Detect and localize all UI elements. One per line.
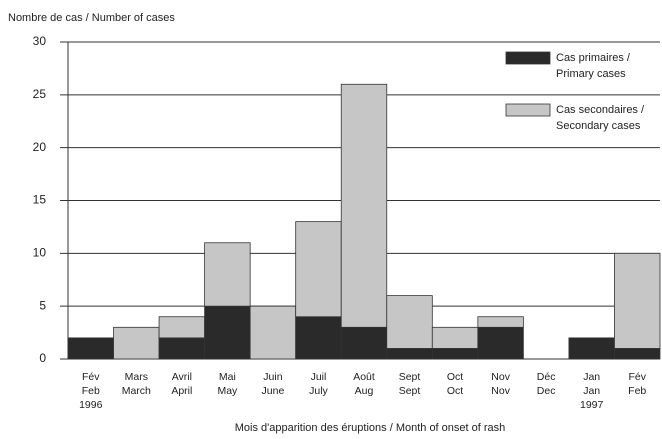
x-tick-label: Mars: [125, 371, 148, 383]
legend-label: Secondary cases: [556, 120, 641, 132]
bar-segment: [614, 252, 661, 349]
x-tick-label: Aug: [355, 385, 374, 397]
y-tick-label: 5: [39, 298, 46, 312]
legend-label: Cas secondaires /: [556, 104, 645, 116]
bar-segment: [113, 326, 160, 360]
bar-segment: [386, 348, 433, 360]
bar-segment: [249, 305, 297, 360]
x-tick-label: Fév: [82, 371, 100, 383]
x-tick-label: Août: [353, 371, 375, 383]
x-tick-label: Oct: [447, 371, 463, 383]
y-tick-label: 0: [39, 351, 46, 365]
y-tick-label: 30: [33, 34, 47, 48]
bar-segment: [67, 337, 114, 360]
x-tick-label: May: [217, 385, 238, 397]
x-tick-label: Feb: [628, 385, 646, 397]
x-tick-label: Nov: [491, 371, 510, 383]
x-tick-label: Feb: [82, 385, 100, 397]
x-tick-label: Jan: [583, 371, 600, 383]
x-tick-label: Sept: [399, 371, 421, 383]
x-tick-label: July: [309, 385, 328, 397]
x-tick-label: June: [262, 385, 285, 397]
y-tick-label: 20: [33, 140, 47, 154]
bar-segment: [295, 221, 342, 318]
x-tick-label: March: [122, 385, 151, 397]
bar-segment: [477, 316, 524, 328]
x-tick-label: 1996: [79, 399, 103, 411]
bar-segment: [431, 348, 479, 360]
x-tick-label: Juin: [263, 371, 282, 383]
bar-segment: [204, 242, 251, 307]
x-tick-label: Nov: [491, 385, 510, 397]
x-tick-label: Dec: [537, 385, 556, 397]
x-tick-label: Fév: [628, 371, 646, 383]
bar-segment: [158, 337, 206, 360]
y-tick-label: 15: [33, 193, 47, 207]
bar-segment: [386, 295, 433, 349]
legend-swatch: [505, 51, 551, 65]
x-axis-label: Mois d'apparition des éruptions / Month …: [235, 422, 506, 434]
x-tick-label: April: [171, 385, 192, 397]
bar-segment: [204, 305, 251, 360]
bar-segment: [477, 326, 524, 360]
x-tick-label: Déc: [537, 371, 556, 383]
x-tick-label: Avril: [172, 371, 192, 383]
legend-swatch: [505, 103, 551, 117]
bar-segment: [340, 326, 388, 360]
bar-segment: [340, 83, 388, 328]
bar-segment: [614, 348, 661, 360]
x-tick-label: Juil: [311, 371, 327, 383]
y-tick-label: 25: [33, 87, 47, 101]
legend-label: Primary cases: [556, 68, 626, 80]
x-tick-label: Sept: [399, 385, 421, 397]
x-tick-label: Mai: [219, 371, 236, 383]
bar-segment: [568, 337, 615, 360]
bar-segment: [158, 316, 206, 339]
x-tick-label: Oct: [447, 385, 463, 397]
chart-title: Nombre de cas / Number of cases: [8, 12, 175, 24]
bar-segment: [295, 316, 342, 360]
x-tick-label: 1997: [580, 399, 604, 411]
bar-segment: [431, 326, 479, 349]
x-tick-label: Jan: [583, 385, 600, 397]
legend-label: Cas primaires /: [556, 52, 631, 64]
y-tick-label: 10: [33, 246, 47, 260]
